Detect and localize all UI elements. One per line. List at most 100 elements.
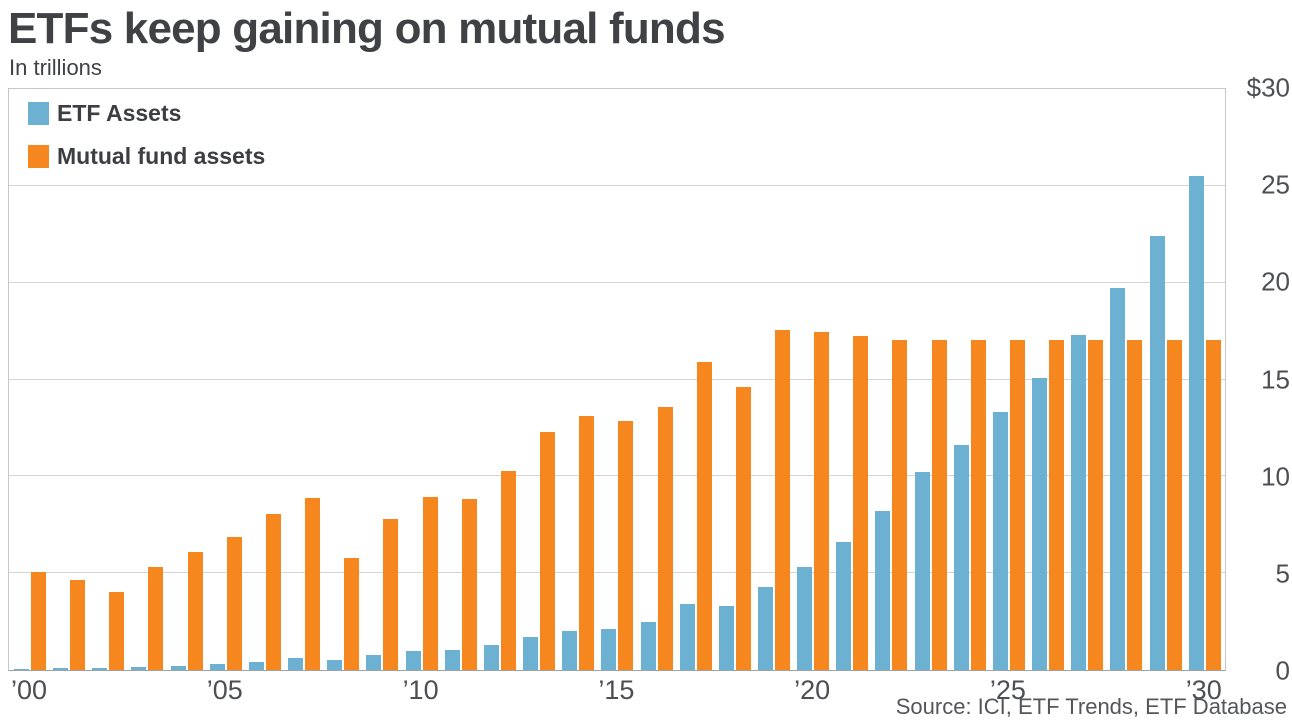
mutual-fund-bar-2028 — [1127, 339, 1143, 670]
etf-bar-2014 — [562, 631, 578, 670]
x-axis-tick-2010: ’10 — [402, 675, 439, 705]
mutual-fund-bar-2017 — [696, 362, 712, 670]
y-axis-labels: $30 25 20 15 10 5 0 — [1232, 73, 1290, 686]
mutual-fund-bar-2008 — [344, 557, 360, 670]
year-group-2008 — [327, 89, 360, 670]
mutual-fund-bar-2023 — [931, 339, 947, 670]
year-group-2004 — [170, 89, 203, 670]
year-group-2030: ’30 — [1186, 89, 1222, 705]
mutual-fund-bar-2026 — [1049, 339, 1065, 670]
gridline-20 — [9, 281, 1225, 283]
etf-bar-2004 — [170, 665, 186, 670]
etf-bar-2001 — [53, 668, 69, 670]
etf-bar-2000 — [14, 668, 29, 670]
mutual-fund-bar-2004 — [187, 551, 203, 670]
gridline-10 — [9, 475, 1225, 477]
etf-bar-2022 — [875, 511, 891, 670]
gridline-25 — [9, 184, 1225, 186]
plot-area: ’00 ’05 ’10 ’15 ’20 ’25 ’30 ETF Assets Mutual … — [8, 88, 1226, 705]
x-axis-tick-2020: ’20 — [794, 675, 831, 705]
etf-bar-2015 — [601, 629, 617, 670]
etf-bar-2013 — [523, 637, 539, 670]
mutual-fund-bar-2024 — [970, 339, 986, 670]
mutual-fund-bar-2000 — [31, 572, 46, 670]
year-group-2025: ’25 — [990, 89, 1026, 705]
year-group-2014 — [562, 89, 595, 670]
etf-bar-2020 — [797, 567, 813, 670]
y-axis-tick-30: $30 — [1246, 72, 1290, 103]
year-group-2024 — [953, 89, 986, 670]
legend-item-etf: ETF Assets — [28, 100, 265, 127]
mutual-fund-bar-2013 — [540, 431, 556, 670]
y-axis-tick-10: 10 — [1261, 461, 1290, 492]
etf-bar-2012 — [483, 644, 499, 670]
year-group-2006 — [248, 89, 281, 670]
mutual-fund-bar-2016 — [657, 406, 673, 670]
etf-bar-2009 — [366, 654, 382, 670]
mutual-fund-bar-2015 — [618, 421, 634, 670]
mutual-fund-bar-2005 — [226, 537, 242, 670]
mutual-fund-bar-2009 — [383, 518, 399, 670]
year-group-2029 — [1149, 89, 1182, 670]
mutual-fund-legend-swatch — [28, 145, 49, 168]
mutual-fund-bar-2027 — [1088, 339, 1104, 670]
chart-title: ETFs keep gaining on mutual funds — [8, 4, 726, 53]
year-group-2028 — [1110, 89, 1143, 670]
mutual-fund-bar-2006 — [265, 514, 281, 670]
year-group-2007 — [288, 89, 321, 670]
etf-bar-2024 — [953, 445, 969, 670]
mutual-fund-bar-2010 — [422, 496, 438, 670]
year-group-2013 — [523, 89, 556, 670]
year-group-2027 — [1071, 89, 1104, 670]
etf-bar-2008 — [327, 659, 343, 670]
year-group-2002 — [92, 89, 125, 670]
mutual-fund-legend-label: Mutual fund assets — [57, 143, 266, 169]
etf-bar-2005 — [209, 664, 225, 670]
year-group-2022 — [875, 89, 908, 670]
mutual-fund-bar-2025 — [1009, 339, 1025, 670]
y-axis-tick-15: 15 — [1261, 364, 1290, 394]
mutual-fund-bar-2014 — [579, 416, 595, 670]
mutual-fund-bar-2002 — [109, 591, 125, 670]
y-axis-tick-20: 20 — [1261, 266, 1290, 297]
year-group-2009 — [366, 89, 399, 670]
x-axis-tick-2030: ’30 — [1185, 675, 1222, 705]
x-axis-tick-2025: ’25 — [989, 675, 1026, 705]
gridline-15 — [9, 378, 1225, 380]
etf-bar-2029 — [1149, 236, 1165, 670]
etf-bar-2017 — [679, 604, 695, 670]
mutual-fund-bar-2030 — [1205, 339, 1221, 670]
year-group-2015: ’15 — [598, 89, 634, 705]
mutual-fund-bar-2001 — [70, 579, 86, 670]
year-group-2012 — [483, 89, 516, 670]
mutual-fund-bar-2022 — [892, 339, 908, 670]
mutual-fund-bar-2020 — [814, 332, 830, 670]
year-group-2001 — [53, 89, 86, 670]
y-axis-tick-5: 5 — [1275, 558, 1290, 589]
year-group-2020: ’20 — [794, 89, 830, 705]
y-axis-tick-0: 0 — [1275, 655, 1290, 686]
mutual-fund-bar-2018 — [735, 387, 751, 670]
etf-bar-2021 — [836, 542, 852, 670]
etf-bar-2026 — [1032, 377, 1048, 670]
year-group-2018 — [718, 89, 751, 670]
etf-bar-2030 — [1188, 176, 1204, 670]
year-group-2003 — [131, 89, 164, 670]
year-group-2000: ’00 — [11, 89, 47, 705]
etf-bar-2025 — [992, 412, 1008, 670]
year-group-2011 — [444, 89, 477, 670]
etf-bar-2007 — [288, 658, 304, 670]
x-axis-tick-2015: ’15 — [598, 675, 635, 705]
legend-item-mutual-fund: Mutual fund assets — [28, 143, 265, 170]
x-axis-tick-2005: ’05 — [206, 675, 243, 705]
mutual-fund-bar-2011 — [461, 498, 477, 670]
etf-bar-2028 — [1110, 288, 1126, 670]
etf-bar-2002 — [92, 668, 108, 670]
etf-bar-2018 — [718, 606, 734, 670]
year-group-2021 — [836, 89, 869, 670]
mutual-fund-bar-2007 — [305, 497, 321, 670]
mutual-fund-bar-2029 — [1166, 339, 1182, 670]
etf-bar-2023 — [914, 472, 930, 670]
etf-legend-label: ETF Assets — [57, 100, 182, 126]
